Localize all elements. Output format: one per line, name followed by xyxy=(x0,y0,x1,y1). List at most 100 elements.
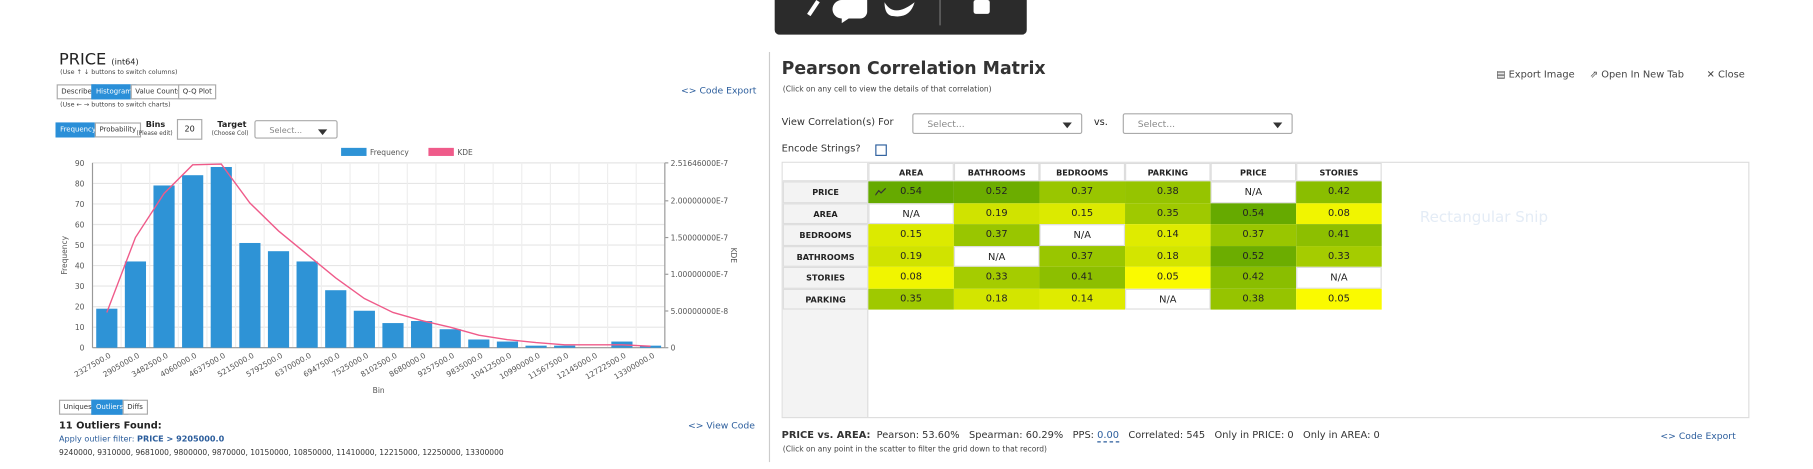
y-tick-label: 20 xyxy=(75,303,85,312)
bar xyxy=(239,242,261,348)
legend-label: KDE xyxy=(457,148,473,157)
checkbox[interactable] xyxy=(875,144,887,156)
title: Pearson Correlation Matrix xyxy=(781,57,1046,79)
correlation-cell[interactable]: 0.35 xyxy=(1125,202,1211,225)
correlation-cell[interactable]: 0.14 xyxy=(1039,288,1126,310)
y2-tick-label: 1.00000000E-7 xyxy=(671,270,729,279)
correlation-cell[interactable]: 0.54 xyxy=(1210,202,1297,225)
correlation-cell[interactable]: N/A xyxy=(868,202,954,225)
bar xyxy=(124,261,147,348)
y-tick-label: 30 xyxy=(75,282,85,291)
correlation-cell[interactable]: 0.05 xyxy=(1296,288,1382,310)
tab[interactable]: Q-Q Plot xyxy=(178,84,217,100)
legend-swatch xyxy=(341,147,367,156)
correlation-cell[interactable]: 0.42 xyxy=(1210,266,1297,289)
correlation-cell[interactable]: 0.33 xyxy=(1296,245,1382,267)
correlation-cell[interactable]: 0.54 xyxy=(868,181,954,203)
export-image[interactable]: ▤ Export Image xyxy=(1496,69,1575,81)
correlation-cell[interactable]: 0.08 xyxy=(868,266,954,289)
y-tick-label: 70 xyxy=(75,200,85,209)
bar xyxy=(496,341,519,348)
select[interactable]: Select... xyxy=(1122,113,1293,135)
correlation-cell[interactable]: N/A xyxy=(953,245,1040,267)
correlation-cell[interactable]: 0.42 xyxy=(1296,181,1382,203)
close[interactable]: ✕ Close xyxy=(1706,69,1745,81)
view-code[interactable]: <> View Code xyxy=(687,420,755,431)
correlation-cell[interactable]: N/A xyxy=(1296,266,1382,289)
label: Bins xyxy=(145,120,166,130)
value: 0 xyxy=(1287,429,1294,442)
tab[interactable]: Diffs xyxy=(122,399,148,415)
correlation-cell[interactable]: 0.18 xyxy=(953,288,1040,310)
bar xyxy=(468,339,490,348)
bar xyxy=(153,185,175,348)
correlation-cell[interactable]: N/A xyxy=(1210,181,1297,203)
hint: (Click on any point in the scatter to fi… xyxy=(782,444,1047,454)
value: 60.29% xyxy=(1025,429,1064,442)
target-select[interactable]: Select... xyxy=(254,120,338,139)
correlation-cell[interactable]: N/A xyxy=(1039,224,1126,246)
correlation-cell[interactable]: 0.19 xyxy=(953,202,1040,225)
correlation-cell[interactable]: 0.52 xyxy=(953,181,1040,203)
correlation-cell[interactable]: N/A xyxy=(1125,288,1211,310)
row-label: AREA xyxy=(782,202,869,225)
y-tick-label: 0 xyxy=(80,344,85,353)
bar xyxy=(325,290,347,348)
correlation-cell[interactable]: 0.15 xyxy=(1039,202,1126,225)
correlation-cell[interactable]: 0.37 xyxy=(1039,181,1126,203)
mode[interactable]: Frequency xyxy=(55,122,101,138)
y-axis-label: Frequency xyxy=(60,235,69,274)
legend-swatch xyxy=(428,147,454,156)
correlation-cell[interactable]: 0.35 xyxy=(868,288,954,310)
bar xyxy=(554,345,576,348)
y-tick-label: 80 xyxy=(75,179,85,188)
code-export[interactable]: <> Code Export xyxy=(1660,430,1736,442)
correlation-cell[interactable]: 0.15 xyxy=(868,224,954,246)
correlation-cell[interactable]: 0.08 xyxy=(1296,202,1382,225)
code-export[interactable]: <> Code Export xyxy=(681,85,757,96)
column-header: PRICE xyxy=(1210,162,1297,182)
correlation-cell[interactable]: 0.05 xyxy=(1125,266,1211,289)
hint: (Choose Col) xyxy=(211,130,249,138)
bins-input[interactable]: 20 xyxy=(176,118,203,140)
correlation-cell[interactable]: 0.37 xyxy=(1039,245,1126,267)
correlation-cell[interactable]: 0.41 xyxy=(1039,266,1126,289)
correlation-cell[interactable]: 0.33 xyxy=(953,266,1040,289)
title: PRICE xyxy=(58,50,107,70)
dtype: (int64) xyxy=(111,57,139,68)
value: 0 xyxy=(1373,429,1380,442)
value: 545 xyxy=(1186,429,1206,442)
bar xyxy=(639,345,662,348)
label: Only in AREA: xyxy=(1303,429,1371,442)
bar xyxy=(296,261,318,348)
mode[interactable]: Probability xyxy=(94,122,141,138)
correlation-cell[interactable]: 0.37 xyxy=(1210,224,1297,246)
value: 53.60% xyxy=(922,429,960,442)
correlation-cell[interactable]: 0.37 xyxy=(953,224,1040,246)
footer-stats: PRICE vs. AREA: Pearson: 53.60% Spearman… xyxy=(781,429,1380,443)
select[interactable]: Select... xyxy=(912,113,1083,135)
ghost-text: Rectangular Snip xyxy=(1419,209,1549,227)
pair: PRICE vs. AREA: xyxy=(781,429,871,442)
correlation-cell[interactable]: 0.18 xyxy=(1125,245,1211,267)
label: Export Image xyxy=(1508,69,1575,81)
label: Code Export xyxy=(1678,430,1736,442)
y-tick-label: 50 xyxy=(75,241,85,250)
correlation-cell[interactable]: 0.38 xyxy=(1210,288,1297,310)
hint: (Use ↑ ↓ buttons to switch columns) xyxy=(60,69,178,77)
open-tab[interactable]: ⇗ Open In New Tab xyxy=(1589,69,1685,81)
y2-tick-label: 5.00000000E-8 xyxy=(671,307,729,316)
y-tick-label: 60 xyxy=(75,220,85,229)
filter[interactable]: Apply outlier filter: PRICE > 9205000.0 xyxy=(59,434,224,443)
label: Only in PRICE: xyxy=(1214,429,1285,442)
correlation-cell[interactable]: 0.41 xyxy=(1296,224,1382,246)
correlation-cell[interactable]: 0.19 xyxy=(868,245,954,267)
correlation-cell[interactable]: 0.14 xyxy=(1125,224,1211,246)
correlation-cell[interactable]: 0.52 xyxy=(1210,245,1297,267)
correlation-cell[interactable]: 0.38 xyxy=(1125,181,1211,203)
column-header: AREA xyxy=(868,162,954,182)
column-header: BEDROOMS xyxy=(1039,162,1126,182)
value[interactable]: 0.00 xyxy=(1097,429,1120,443)
label: Spearman: xyxy=(969,429,1023,442)
